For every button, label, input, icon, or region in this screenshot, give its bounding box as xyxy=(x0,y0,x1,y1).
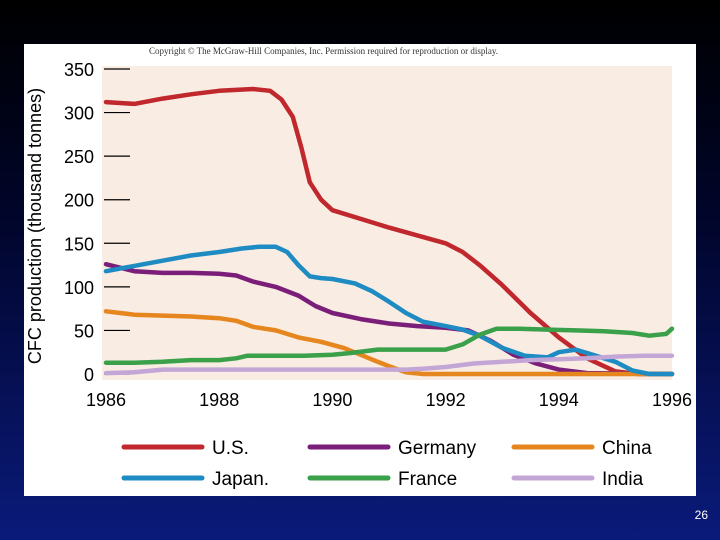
x-tick-label: 1996 xyxy=(652,390,692,410)
legend-label: U.S. xyxy=(212,438,249,459)
legend-label: Japan. xyxy=(212,469,269,490)
chart-panel: Copyright © The McGraw-Hill Companies, I… xyxy=(24,44,696,496)
series-line-india xyxy=(103,353,675,376)
legend-label: India xyxy=(602,469,644,490)
copyright-notice: Copyright © The McGraw-Hill Companies, I… xyxy=(149,46,499,56)
y-tick-label: 50 xyxy=(74,321,94,341)
x-tick-label: 1990 xyxy=(312,390,352,410)
series-line-france xyxy=(103,326,675,365)
y-tick-label: 350 xyxy=(64,60,94,80)
x-tick-label: 1988 xyxy=(199,390,239,410)
y-tick-label: 150 xyxy=(64,234,94,254)
y-tick-label: 250 xyxy=(64,147,94,167)
legend-label: China xyxy=(602,438,652,459)
cfc-production-chart: 0 50 100 150 200 250 300 350 1986 1988 1990 1992 19… xyxy=(25,60,692,490)
series-line-japan xyxy=(103,244,675,377)
legend-label: Germany xyxy=(398,438,477,459)
legend-label: France xyxy=(398,469,457,490)
y-tick-label: 200 xyxy=(64,191,94,211)
x-tick-label: 1992 xyxy=(426,390,466,410)
y-tick-label: 0 xyxy=(84,365,94,385)
slide-number: 26 xyxy=(694,508,708,522)
x-tick-label: 1994 xyxy=(539,390,579,410)
plot-background xyxy=(102,66,672,380)
y-axis-title: CFC production (thousand tonnes) xyxy=(25,88,45,364)
y-tick-label: 100 xyxy=(64,278,94,298)
x-tick-label: 1986 xyxy=(86,390,126,410)
y-tick-label: 300 xyxy=(64,104,94,124)
